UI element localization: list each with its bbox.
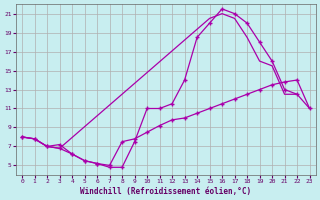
X-axis label: Windchill (Refroidissement éolien,°C): Windchill (Refroidissement éolien,°C) xyxy=(80,187,252,196)
